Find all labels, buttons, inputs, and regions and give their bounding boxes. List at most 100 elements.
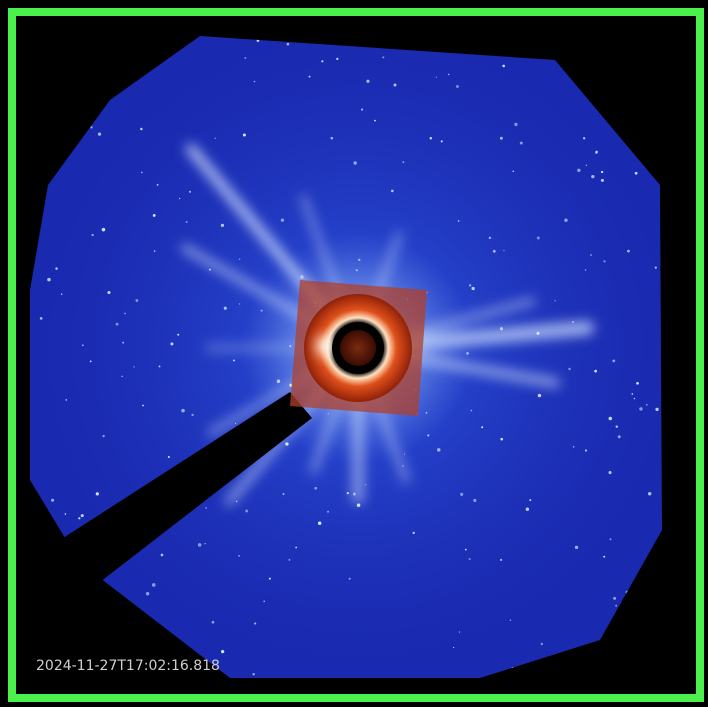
- star: [197, 543, 202, 547]
- star: [321, 60, 324, 63]
- star: [356, 503, 361, 507]
- star: [121, 375, 123, 378]
- star: [220, 223, 225, 227]
- star: [572, 446, 575, 448]
- star: [177, 333, 180, 336]
- star: [191, 413, 194, 417]
- star: [245, 509, 249, 513]
- star: [519, 141, 523, 145]
- star: [402, 465, 404, 467]
- star: [153, 250, 156, 252]
- star: [353, 161, 357, 165]
- star: [574, 545, 579, 550]
- star: [285, 442, 289, 446]
- star: [235, 500, 238, 503]
- star: [436, 448, 441, 452]
- star: [481, 426, 484, 429]
- star: [268, 577, 271, 580]
- star: [529, 499, 532, 502]
- star: [646, 404, 648, 406]
- star: [502, 64, 505, 68]
- star: [327, 510, 330, 513]
- star: [358, 258, 361, 262]
- star: [78, 517, 81, 520]
- star: [142, 404, 144, 407]
- star: [145, 592, 150, 596]
- star: [633, 397, 636, 400]
- star: [568, 367, 571, 371]
- star: [391, 189, 394, 193]
- star: [427, 434, 430, 437]
- bright-feature: [316, 336, 336, 356]
- star: [554, 300, 556, 302]
- star: [600, 178, 604, 182]
- star: [295, 546, 298, 549]
- star: [60, 293, 63, 295]
- star: [122, 341, 125, 344]
- star: [314, 486, 318, 490]
- star: [631, 393, 634, 395]
- star: [603, 555, 606, 558]
- star: [81, 344, 84, 347]
- star: [402, 161, 405, 164]
- star: [584, 269, 587, 271]
- star: [582, 137, 586, 140]
- star: [594, 369, 598, 373]
- star: [612, 359, 616, 363]
- star: [608, 471, 612, 475]
- star: [366, 79, 370, 83]
- star: [471, 286, 475, 291]
- star: [102, 435, 105, 438]
- star: [156, 183, 159, 186]
- star: [647, 492, 652, 496]
- star: [158, 365, 161, 368]
- star: [280, 218, 285, 222]
- star: [603, 260, 606, 263]
- star: [135, 299, 139, 302]
- star: [348, 577, 351, 580]
- star: [514, 122, 518, 127]
- star: [90, 126, 93, 129]
- star: [133, 366, 135, 368]
- star: [355, 269, 358, 272]
- star: [468, 557, 471, 561]
- star: [65, 399, 68, 401]
- star: [453, 646, 455, 649]
- star: [540, 642, 543, 646]
- star: [615, 604, 618, 607]
- star: [308, 75, 311, 78]
- star: [393, 83, 397, 87]
- star: [317, 521, 322, 525]
- star: [460, 492, 464, 496]
- star: [101, 227, 106, 232]
- star: [470, 409, 473, 412]
- star: [336, 57, 339, 60]
- star: [499, 327, 504, 331]
- star: [91, 233, 94, 237]
- star: [608, 416, 613, 421]
- frame: [8, 8, 704, 702]
- star: [51, 498, 55, 502]
- star: [208, 268, 211, 271]
- star: [499, 136, 503, 140]
- star: [468, 284, 472, 287]
- star: [473, 498, 477, 503]
- star: [654, 266, 657, 269]
- star: [352, 492, 356, 496]
- star: [223, 306, 227, 310]
- star: [300, 275, 304, 279]
- star: [238, 303, 241, 305]
- star: [276, 379, 281, 383]
- star: [525, 507, 530, 511]
- star: [282, 493, 285, 496]
- star: [330, 136, 334, 140]
- star: [536, 236, 540, 240]
- star: [464, 548, 467, 551]
- star: [536, 331, 540, 335]
- star: [55, 267, 58, 270]
- star: [167, 456, 170, 459]
- star: [140, 127, 143, 131]
- star: [97, 132, 102, 136]
- star: [457, 220, 460, 222]
- star: [204, 542, 206, 545]
